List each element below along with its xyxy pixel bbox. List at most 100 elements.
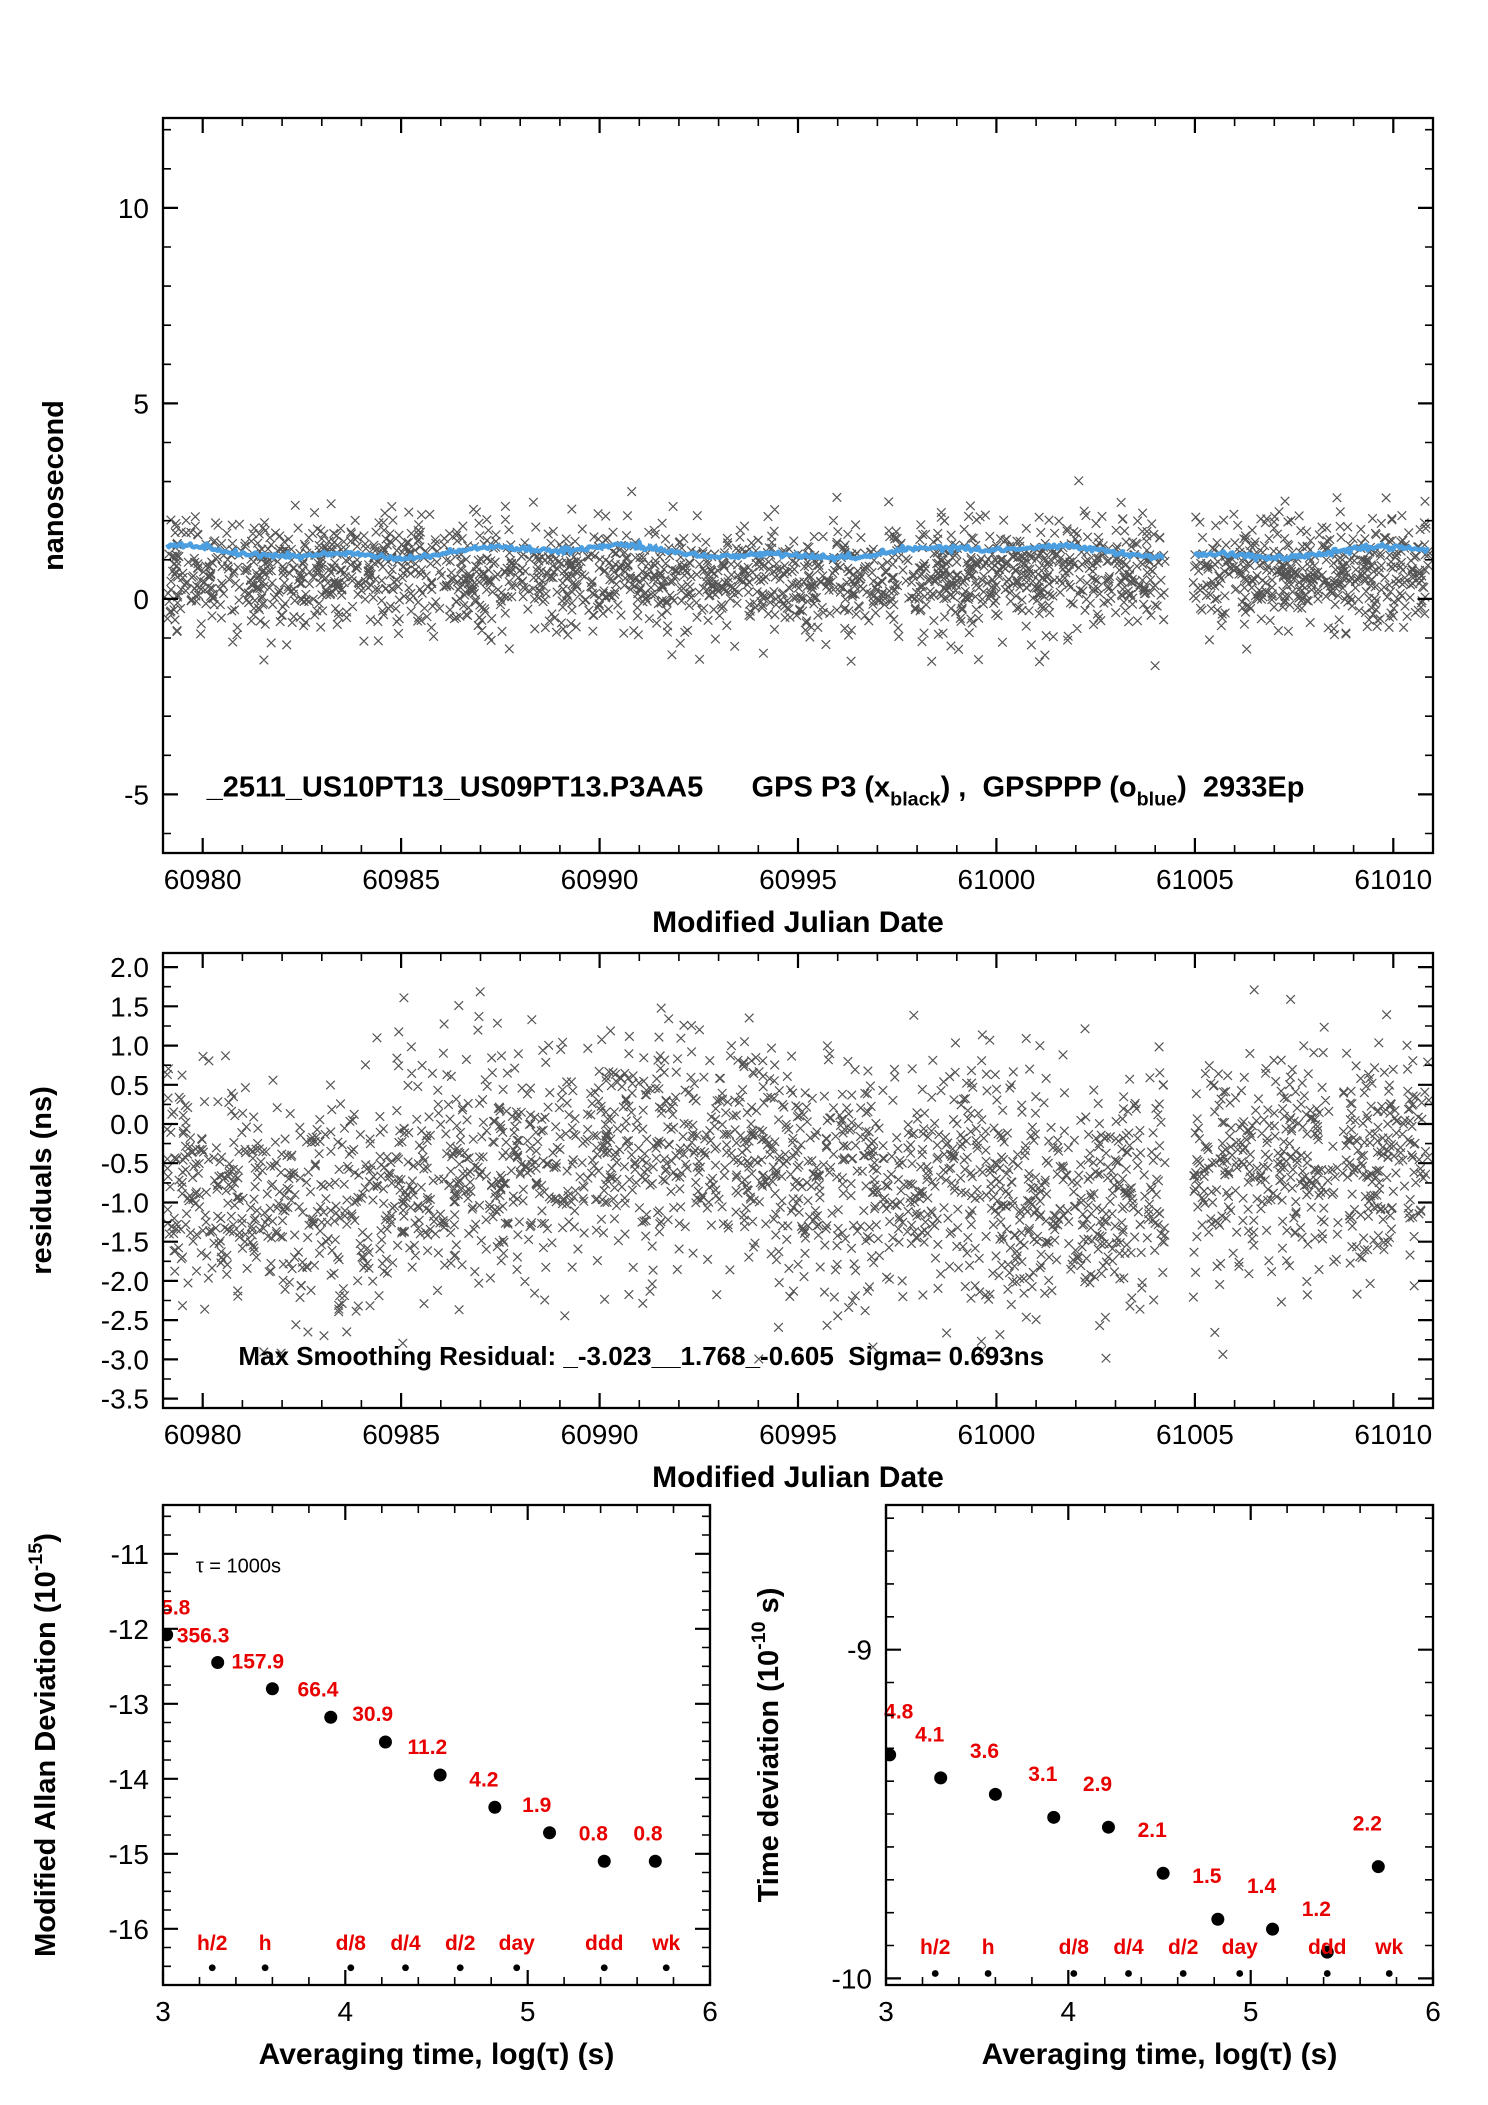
mad-panel-border bbox=[161, 1503, 712, 1987]
tdev-panel-interval-label: d/8 bbox=[1059, 1936, 1090, 1959]
residuals-panel-xtick-label: 60985 bbox=[362, 1419, 440, 1450]
tdev-panel-interval-label: d/2 bbox=[1168, 1936, 1198, 1959]
residuals-panel-ytick-label: 1.5 bbox=[110, 991, 149, 1022]
mad-panel-interval-label: wk bbox=[651, 1932, 680, 1955]
mad-panel-ylabel: Modified Allan Deviation (10-15) bbox=[25, 1533, 62, 1957]
tdev-panel-xtick-label: 6 bbox=[1425, 1996, 1441, 2027]
residuals-panel-xtick-label: 60980 bbox=[164, 1419, 242, 1450]
mad-panel-minor-ticks bbox=[163, 1505, 710, 1986]
gps-p3-panel-major-ticks bbox=[163, 118, 1433, 853]
mad-panel-interval-dot bbox=[513, 1964, 521, 1972]
mad-panel-interval-dot bbox=[402, 1964, 409, 1972]
mad-panel-value-label: 5.8 bbox=[161, 1597, 191, 1620]
residuals-panel-xlabel: Modified Julian Date bbox=[652, 1461, 944, 1494]
mad-panel-data-dot bbox=[163, 1628, 174, 1642]
gps-p3-panel-xlabel: Modified Julian Date bbox=[652, 906, 944, 939]
tdev-panel-value-label: 3.1 bbox=[1028, 1763, 1058, 1786]
tdev-panel-data-dot bbox=[1047, 1810, 1061, 1824]
residuals-panel-border bbox=[161, 951, 1435, 1410]
mad-panel-value-label: 356.3 bbox=[177, 1624, 230, 1647]
mad-panel-xtick-label: 5 bbox=[520, 1996, 536, 2027]
mad-panel-data-dot bbox=[433, 1768, 447, 1782]
gps-p3-panel-ytick-label: 10 bbox=[118, 193, 149, 224]
tdev-panel-ytick-label: -10 bbox=[832, 1963, 872, 1994]
mad-panel-xtick-label: 6 bbox=[702, 1996, 718, 2027]
mad-panel-data-dot bbox=[543, 1826, 557, 1840]
residuals-panel: Max Smoothing Residual: _-3.023__1.768_-… bbox=[26, 951, 1435, 1494]
residuals-panel-ytick-label: 2.0 bbox=[110, 952, 149, 983]
gps-p3-panel-minor-ticks bbox=[162, 118, 1434, 853]
gps-p3-panel-xtick-label: 61010 bbox=[1354, 864, 1432, 895]
residuals-panel-ytick-label: -1.5 bbox=[101, 1227, 149, 1258]
tdev-panel-data-dot bbox=[988, 1787, 1002, 1801]
mad-panel-interval-dot bbox=[456, 1964, 464, 1972]
gps-p3-panel: _2511_US10PT13_US09PT13.P3AA5 GPS P3 (xb… bbox=[38, 116, 1435, 939]
residuals-panel-xtick-label: 61000 bbox=[958, 1419, 1036, 1450]
mad-panel-value-label: 1.9 bbox=[522, 1794, 551, 1817]
tdev-panel-data-dot bbox=[1266, 1922, 1280, 1936]
mad-panel-interval-label: h/2 bbox=[197, 1932, 227, 1955]
tdev-panel-value-label: 2.9 bbox=[1083, 1773, 1112, 1796]
residuals-panel-series-0-x-markers bbox=[163, 985, 1433, 1364]
residuals-panel-ytick-label: -2.5 bbox=[101, 1305, 149, 1336]
mad-panel-ytick-label: -14 bbox=[109, 1764, 149, 1795]
mad-panel-tau-annotation: τ = 1000s bbox=[196, 1556, 281, 1578]
residuals-panel-xtick-label: 60990 bbox=[561, 1419, 639, 1450]
gps-p3-panel-ytick-label: -5 bbox=[124, 779, 149, 810]
mad-panel-value-label: 0.8 bbox=[579, 1822, 609, 1845]
gps-p3-panel-xtick-label: 60990 bbox=[561, 864, 639, 895]
mad-panel-data-dot bbox=[211, 1656, 225, 1669]
tdev-panel-value-label: 2.1 bbox=[1138, 1819, 1168, 1842]
mad-panel-interval-label: day bbox=[499, 1932, 536, 1955]
mad-panel-interval-label: h bbox=[259, 1932, 272, 1955]
mad-panel-value-label: 4.2 bbox=[469, 1768, 498, 1791]
mad-panel-ytick-label: -16 bbox=[109, 1914, 149, 1945]
residuals-panel-ylabel: residuals (ns) bbox=[26, 1086, 58, 1275]
tdev-panel-value-label: 2.2 bbox=[1353, 1812, 1382, 1835]
mad-panel-ytick-label: -12 bbox=[109, 1614, 149, 1645]
mad-panel-xtick-label: 4 bbox=[338, 1996, 354, 2027]
mad-panel-data-dot bbox=[648, 1854, 662, 1868]
tdev-panel-data-dot bbox=[886, 1748, 897, 1762]
gps-p3-panel-ytick-label: 0 bbox=[133, 584, 149, 615]
mad-panel-interval-dot bbox=[208, 1964, 216, 1972]
residuals-panel-xtick-label: 61005 bbox=[1156, 1419, 1234, 1450]
residuals-panel-xtick-label: 61010 bbox=[1354, 1419, 1432, 1450]
tdev-panel-data-dot bbox=[1101, 1820, 1115, 1834]
tdev-panel-value-label: 3.6 bbox=[970, 1740, 999, 1763]
tdev-panel-border bbox=[884, 1503, 1435, 1987]
tdev-panel-interval-label: day bbox=[1222, 1936, 1259, 1959]
gps-p3-panel-xtick-label: 61005 bbox=[1156, 864, 1234, 895]
mad-panel-xtick-label: 3 bbox=[155, 1996, 171, 2027]
mad-panel-interval-dot bbox=[662, 1964, 670, 1972]
residuals-panel-major-ticks bbox=[163, 953, 1433, 1408]
residuals-panel-ytick-label: 0.0 bbox=[110, 1109, 149, 1140]
tdev-panel-interval-dot bbox=[931, 1970, 939, 1977]
mad-panel-ytick-label: -13 bbox=[109, 1689, 149, 1720]
residuals-panel-plot-area bbox=[163, 985, 1433, 1364]
mad-panel-value-label: 30.9 bbox=[352, 1703, 393, 1726]
residuals-panel-ytick-label: -0.5 bbox=[101, 1148, 149, 1179]
tdev-panel-ylabel: Time deviation (10-10 s) bbox=[748, 1588, 785, 1903]
gps-p3-panel-xtick-label: 60980 bbox=[164, 864, 242, 895]
tdev-panel-major-ticks bbox=[884, 1505, 1435, 1985]
tdev-panel-plot-area bbox=[886, 1748, 1385, 1959]
mad-panel-data-dot bbox=[378, 1735, 392, 1749]
gps-p3-panel-xtick-label: 60995 bbox=[759, 864, 837, 895]
mad-panel-data-dot bbox=[488, 1800, 502, 1814]
residuals-panel-annotation: Max Smoothing Residual: _-3.023__1.768_-… bbox=[238, 1341, 1044, 1371]
tdev-panel-value-label: 1.2 bbox=[1302, 1898, 1331, 1921]
residuals-panel-ytick-label: -1.0 bbox=[101, 1187, 149, 1218]
gps-p3-panel-border bbox=[161, 116, 1435, 855]
tdev-panel-interval-label: h bbox=[982, 1936, 995, 1959]
gps-p3-panel-title: _2511_US10PT13_US09PT13.P3AA5 GPS P3 (xb… bbox=[206, 771, 1305, 810]
residuals-panel-xtick-label: 60995 bbox=[759, 1419, 837, 1450]
mad-panel-interval-dot bbox=[347, 1964, 355, 1972]
gps-p3-panel-plot-area bbox=[163, 476, 1433, 671]
mad-panel-value-label: 157.9 bbox=[232, 1651, 285, 1674]
mad-panel-value-label: 0.8 bbox=[633, 1822, 663, 1845]
mad-panel-value-label: 66.4 bbox=[298, 1678, 339, 1701]
tdev-panel-interval-dot bbox=[1179, 1970, 1187, 1977]
